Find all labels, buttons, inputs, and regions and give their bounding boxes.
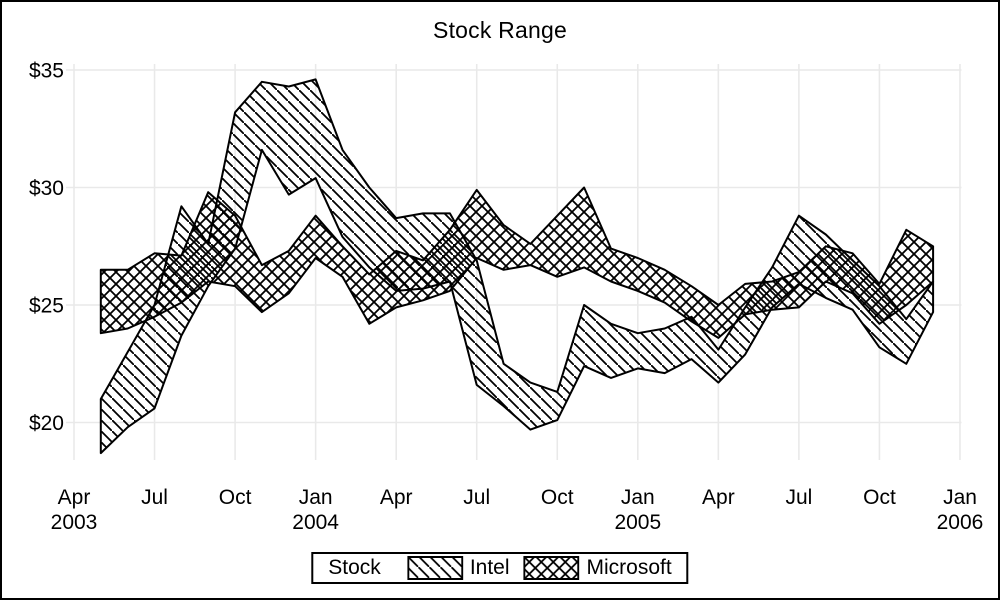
x-tick-label: Jan [943,486,977,509]
legend-label-intel: Intel [469,556,510,579]
x-tick-label: 2004 [292,511,339,534]
legend: Stock Intel Microsoft [311,552,689,584]
x-tick-label: Jul [141,486,168,509]
x-tick-label: Jan [621,486,655,509]
x-tick-label: Oct [541,486,574,509]
x-tick-label: 2005 [614,511,661,534]
x-tick-label: Apr [380,486,413,509]
x-tick-label: 2003 [51,511,98,534]
x-tick-label: Apr [58,486,91,509]
y-tick-label: $35 [29,60,64,83]
x-tick-label: Jul [463,486,490,509]
page-title: Stock Range [433,17,567,43]
x-tick-label: Oct [219,486,252,509]
legend-label-microsoft: Microsoft [586,556,672,579]
x-tick-label: 2006 [937,511,984,534]
intel-hatch-swatch-icon [406,556,463,580]
legend-entry-intel: Intel [406,556,510,580]
y-tick-label: $25 [29,295,64,318]
band-microsoft [99,186,935,339]
y-tick-label: $20 [29,412,64,435]
legend-entry-microsoft: Microsoft [523,556,672,580]
legend-title: Stock [328,556,381,579]
x-tick-label: Jul [785,486,812,509]
band-intel [99,78,935,455]
x-tick-label: Apr [702,486,735,509]
x-tick-label: Jan [299,486,333,509]
x-tick-label: Oct [863,486,896,509]
microsoft-hatch-swatch-icon [523,556,580,580]
y-tick-label: $30 [29,177,64,200]
